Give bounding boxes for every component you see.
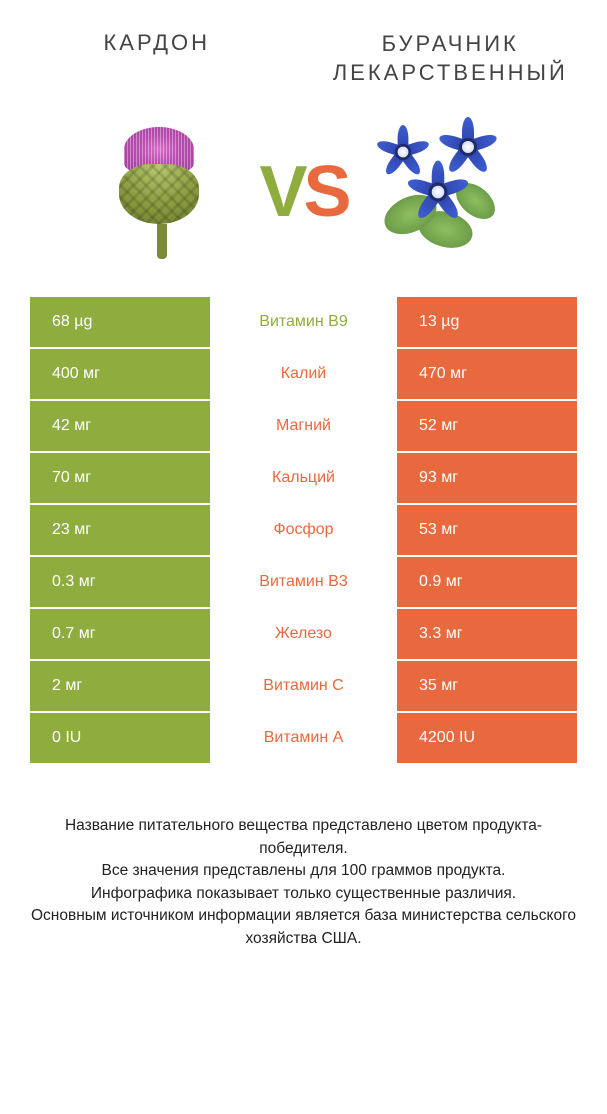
table-row: 400 мгКалий470 мг (30, 349, 577, 399)
right-value: 52 мг (397, 401, 577, 451)
table-row: 42 мгМагний52 мг (30, 401, 577, 451)
cardoon-illustration (89, 117, 239, 267)
comparison-table: 68 µgВитамин B913 µg400 мгКалий470 мг42 … (0, 297, 607, 763)
footer-line: Все значения представлены для 100 граммо… (30, 860, 577, 882)
left-value: 42 мг (30, 401, 210, 451)
right-value: 93 мг (397, 453, 577, 503)
right-value: 0.9 мг (397, 557, 577, 607)
footer-line: Инфографика показывает только существенн… (30, 883, 577, 905)
vs-v: V (259, 152, 303, 232)
table-row: 70 мгКальций93 мг (30, 453, 577, 503)
left-value: 68 µg (30, 297, 210, 347)
right-value: 35 мг (397, 661, 577, 711)
right-value: 3.3 мг (397, 609, 577, 659)
table-row: 0.7 мгЖелезо3.3 мг (30, 609, 577, 659)
vs-s: S (304, 152, 348, 232)
left-value: 0.3 мг (30, 557, 210, 607)
titles-row: КАРДОН БУРАЧНИК ЛЕКАРСТВЕННЫЙ (0, 0, 607, 107)
table-row: 0.3 мгВитамин B30.9 мг (30, 557, 577, 607)
footer-line: Основным источником информации является … (30, 905, 577, 950)
left-product-title: КАРДОН (10, 30, 304, 87)
borage-illustration (368, 117, 518, 267)
nutrient-name: Витамин B3 (210, 557, 397, 607)
right-value: 13 µg (397, 297, 577, 347)
nutrient-name: Железо (210, 609, 397, 659)
nutrient-name: Витамин A (210, 713, 397, 763)
hero-row: VS (0, 107, 607, 297)
nutrient-name: Калий (210, 349, 397, 399)
table-row: 68 µgВитамин B913 µg (30, 297, 577, 347)
right-product-title: БУРАЧНИК ЛЕКАРСТВЕННЫЙ (304, 30, 598, 87)
left-value: 400 мг (30, 349, 210, 399)
right-value: 53 мг (397, 505, 577, 555)
nutrient-name: Витамин B9 (210, 297, 397, 347)
nutrient-name: Кальций (210, 453, 397, 503)
footer-notes: Название питательного вещества представл… (0, 765, 607, 950)
vs-label: VS (259, 151, 347, 233)
left-value: 0 IU (30, 713, 210, 763)
left-value: 2 мг (30, 661, 210, 711)
table-row: 0 IUВитамин A4200 IU (30, 713, 577, 763)
nutrient-name: Фосфор (210, 505, 397, 555)
right-value: 4200 IU (397, 713, 577, 763)
nutrient-name: Магний (210, 401, 397, 451)
left-value: 23 мг (30, 505, 210, 555)
table-row: 2 мгВитамин C35 мг (30, 661, 577, 711)
right-value: 470 мг (397, 349, 577, 399)
nutrient-name: Витамин C (210, 661, 397, 711)
footer-line: Название питательного вещества представл… (30, 815, 577, 860)
left-value: 70 мг (30, 453, 210, 503)
table-row: 23 мгФосфор53 мг (30, 505, 577, 555)
left-value: 0.7 мг (30, 609, 210, 659)
